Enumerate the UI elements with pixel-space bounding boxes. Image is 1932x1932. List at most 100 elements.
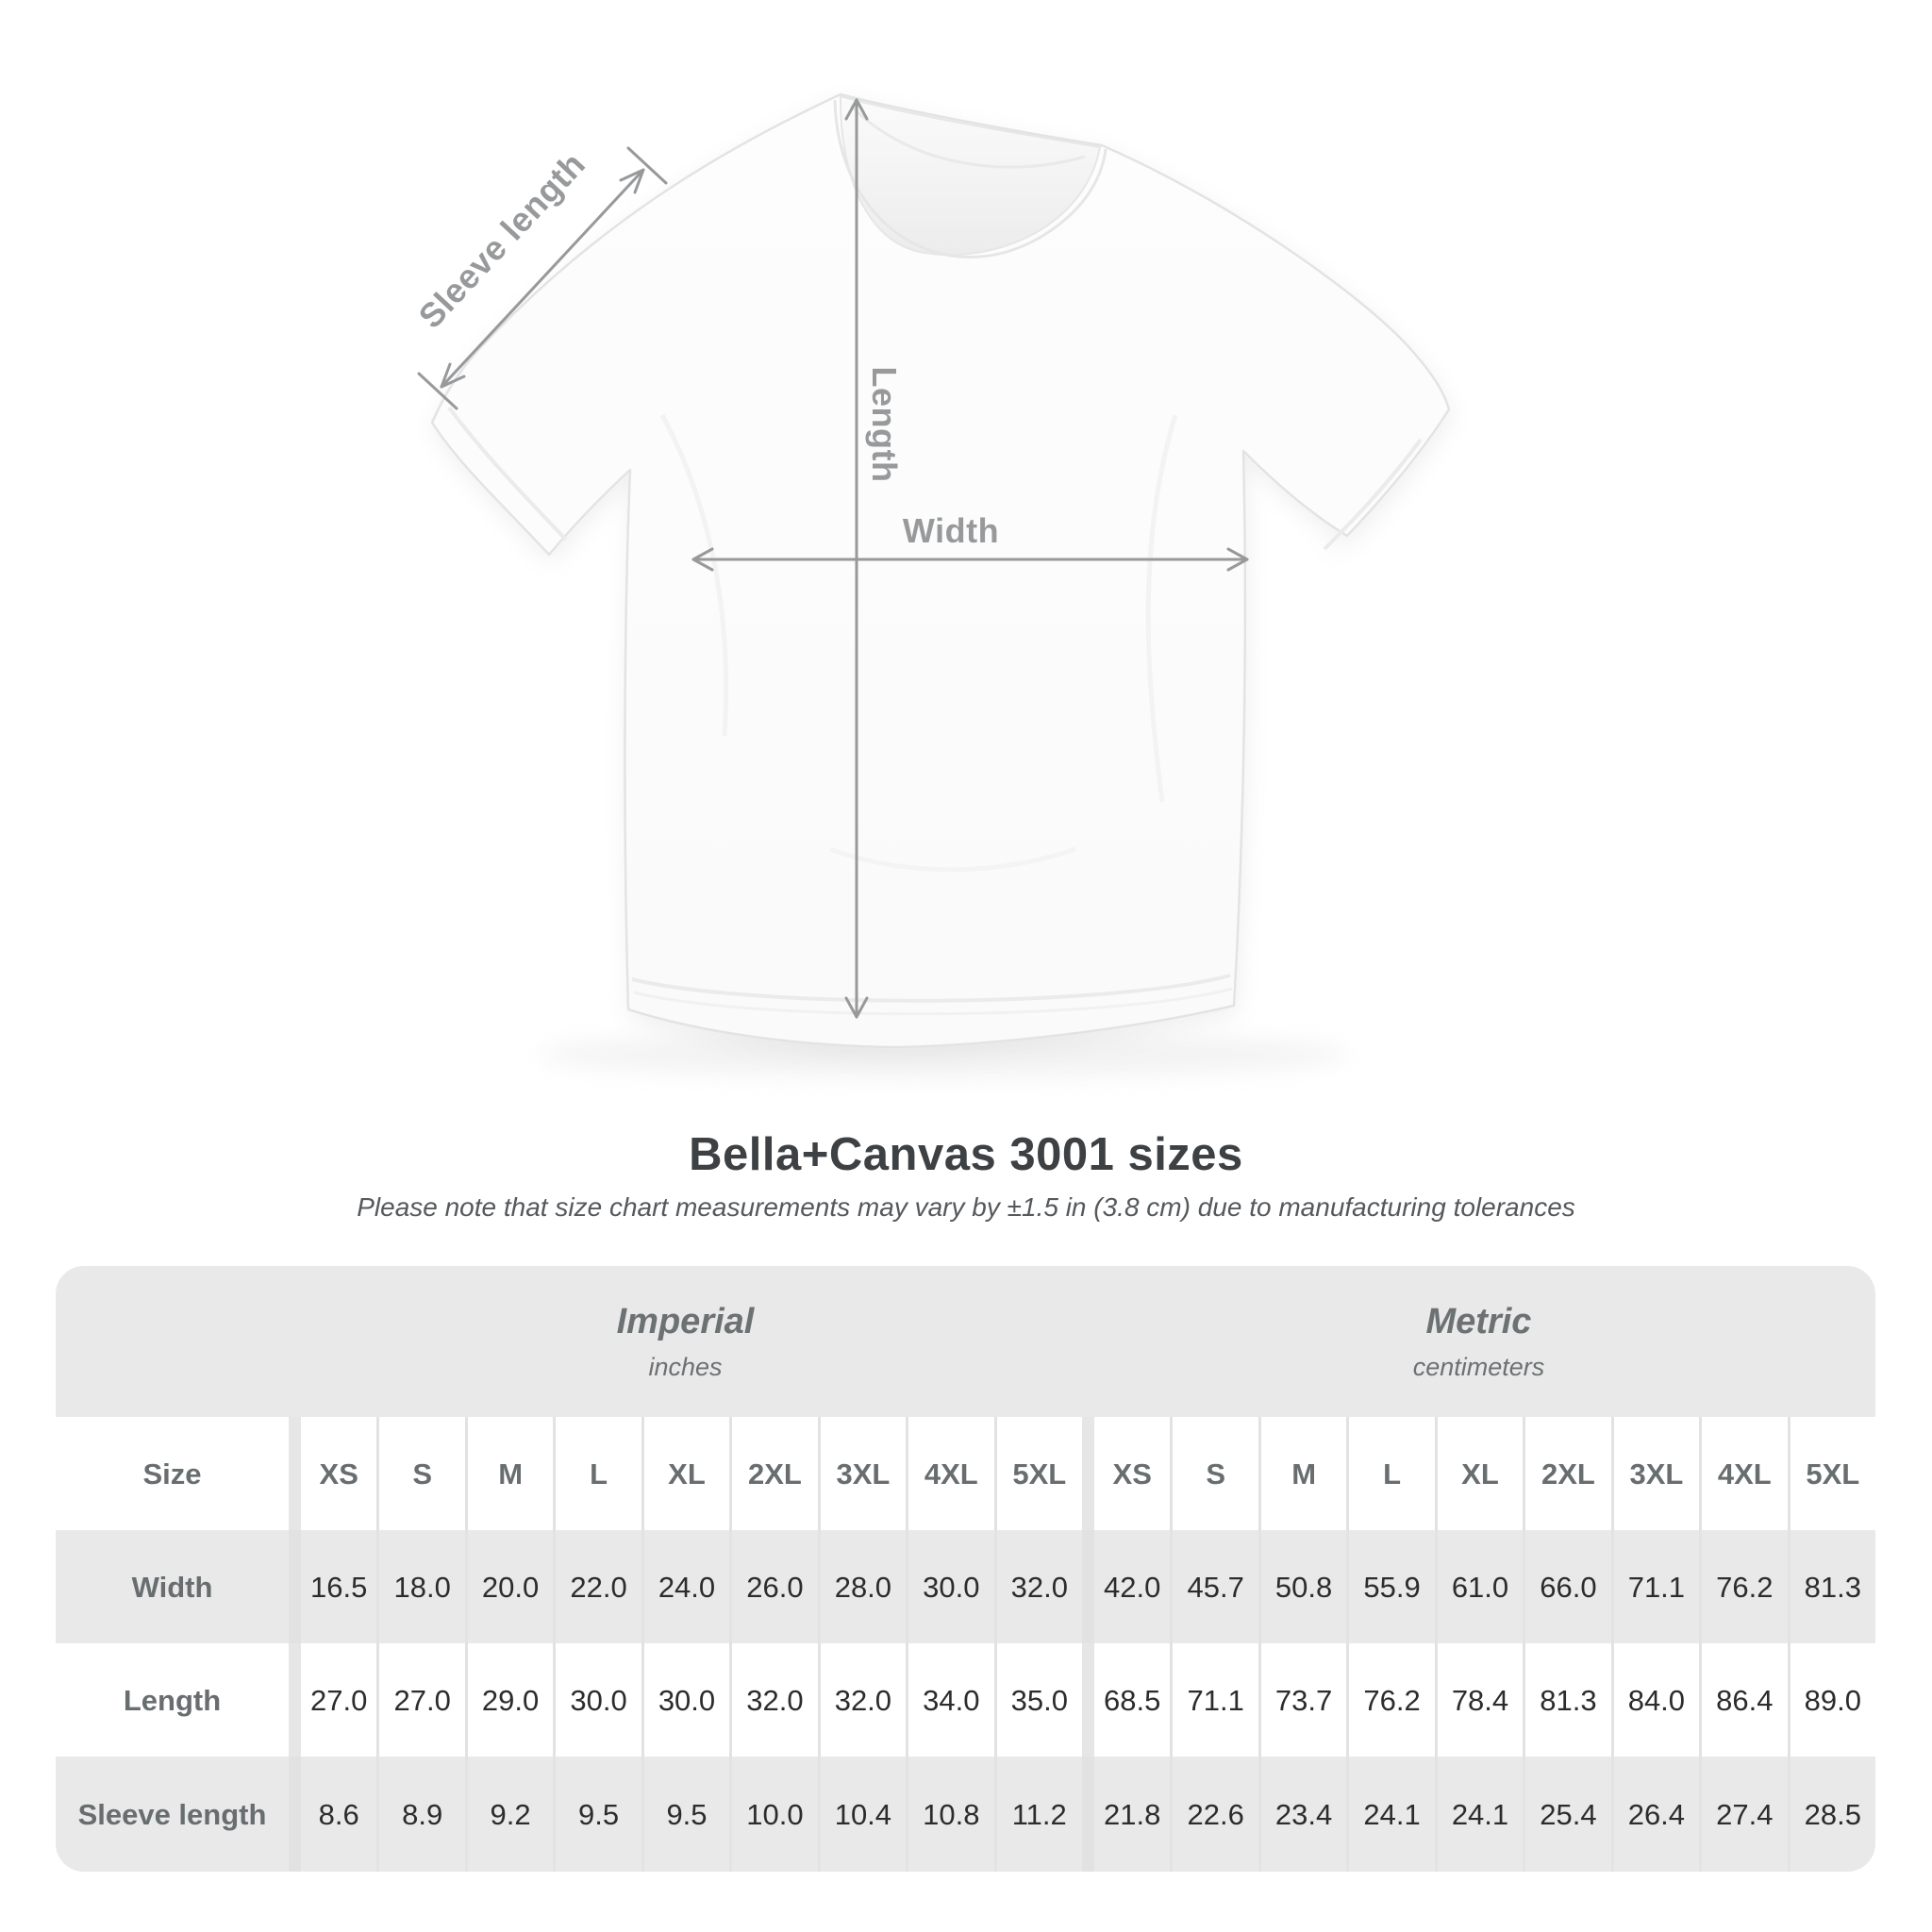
value-cell: 18.0 (376, 1530, 465, 1643)
value-cell: 34.0 (906, 1643, 994, 1757)
value-cell: 9.5 (553, 1757, 641, 1872)
group-header-metric: Metric centimeters (1082, 1266, 1875, 1417)
value-cell: 68.5 (1081, 1643, 1171, 1757)
value-cell: 30.0 (553, 1643, 641, 1757)
value-cell: 86.4 (1699, 1643, 1788, 1757)
value-cell: 27.0 (289, 1643, 377, 1757)
group-header-imperial: Imperial inches (289, 1266, 1082, 1417)
size-header-cell: S (376, 1417, 465, 1530)
value-cell: 76.2 (1699, 1530, 1788, 1643)
group-label: Metric (1425, 1301, 1532, 1341)
page-title: Bella+Canvas 3001 sizes (689, 1129, 1243, 1180)
value-cell: 50.8 (1257, 1530, 1347, 1643)
value-cell: 78.4 (1434, 1643, 1524, 1757)
row-label: Width (56, 1530, 289, 1643)
value-cell: 10.0 (729, 1757, 818, 1872)
value-cell: 8.9 (376, 1757, 465, 1872)
value-cell: 84.0 (1610, 1643, 1700, 1757)
value-cell: 28.0 (817, 1530, 907, 1643)
tshirt-measurement-diagram: Sleeve length Length Width (411, 92, 1451, 1077)
size-chart-table: Imperial inches Metric centimeters Size XS S M L… (56, 1266, 1875, 1872)
size-header-cell: L (553, 1417, 641, 1530)
value-cell: 27.4 (1699, 1757, 1788, 1872)
value-cell: 10.4 (817, 1757, 907, 1872)
value-cell: 20.0 (464, 1530, 554, 1643)
value-cell: 26.0 (729, 1530, 818, 1643)
dimension-annotations (417, 98, 1249, 1019)
size-header-cell: 2XL (729, 1417, 818, 1530)
value-cell: 9.5 (641, 1757, 730, 1872)
width-arrow (691, 547, 1249, 572)
value-cell: 32.0 (729, 1643, 818, 1757)
value-cell: 11.2 (993, 1757, 1082, 1872)
value-cell: 66.0 (1523, 1530, 1611, 1643)
value-cell: 8.6 (289, 1757, 377, 1872)
value-cell: 26.4 (1610, 1757, 1700, 1872)
value-cell: 55.9 (1346, 1530, 1435, 1643)
value-cell: 24.1 (1434, 1757, 1524, 1872)
value-cell: 28.5 (1787, 1757, 1875, 1872)
tee-neck-opening (839, 94, 1102, 257)
size-header-cell: XS (289, 1417, 377, 1530)
value-cell: 16.5 (289, 1530, 377, 1643)
value-cell: 23.4 (1257, 1757, 1347, 1872)
group-unit: centimeters (1412, 1352, 1545, 1381)
size-column-header: Size (56, 1417, 289, 1530)
value-cell: 42.0 (1081, 1530, 1171, 1643)
tee-graphic (430, 92, 1451, 1049)
value-cell: 29.0 (464, 1643, 554, 1757)
size-header-cell: 2XL (1523, 1417, 1611, 1530)
group-header-spacer (56, 1266, 289, 1417)
value-cell: 22.0 (553, 1530, 641, 1643)
value-cell: 32.0 (993, 1530, 1082, 1643)
tee-wrinkle-left (659, 413, 729, 737)
tee-outline (430, 92, 1451, 1049)
tee-hem-stitch-1 (631, 974, 1231, 1003)
value-cell: 71.1 (1170, 1643, 1258, 1757)
page-subtitle: Please note that size chart measurements… (357, 1192, 1575, 1222)
value-cell: 27.0 (376, 1643, 465, 1757)
group-label: Imperial (616, 1301, 755, 1341)
tee-collar-inner-seam (849, 104, 1086, 169)
tee-wrinkle-right (1145, 414, 1178, 803)
size-header-cell: M (464, 1417, 554, 1530)
tee-collar-seam (833, 99, 1108, 258)
value-cell: 32.0 (817, 1643, 907, 1757)
value-cell: 89.0 (1787, 1643, 1875, 1757)
value-cell: 21.8 (1081, 1757, 1171, 1872)
value-cell: 81.3 (1523, 1643, 1611, 1757)
value-cell: 45.7 (1170, 1530, 1258, 1643)
value-cell: 76.2 (1346, 1643, 1435, 1757)
size-header-cell: XS (1081, 1417, 1171, 1530)
value-cell: 81.3 (1787, 1530, 1875, 1643)
tee-ground-shadow (538, 1032, 1349, 1077)
value-cell: 61.0 (1434, 1530, 1524, 1643)
value-cell: 9.2 (464, 1757, 554, 1872)
value-cell: 10.8 (906, 1757, 994, 1872)
sleeve-length-arrow (417, 146, 668, 410)
size-header-cell: 3XL (817, 1417, 907, 1530)
size-header-cell: XL (641, 1417, 730, 1530)
tee-left-sleeve-hem (447, 406, 568, 541)
row-label: Length (56, 1643, 289, 1757)
tee-right-sleeve-hem (1323, 438, 1423, 551)
row-label: Sleeve length (56, 1757, 289, 1872)
value-cell: 22.6 (1170, 1757, 1258, 1872)
size-header-cell: 4XL (906, 1417, 994, 1530)
size-header-cell: 5XL (1787, 1417, 1875, 1530)
tee-hem-stitch-2 (633, 987, 1233, 1016)
value-cell: 30.0 (906, 1530, 994, 1643)
size-header-cell: M (1257, 1417, 1347, 1530)
size-header-cell: 5XL (993, 1417, 1082, 1530)
value-cell: 30.0 (641, 1643, 730, 1757)
value-cell: 35.0 (993, 1643, 1082, 1757)
tee-wrinkle-center (829, 846, 1076, 873)
size-header-cell: XL (1434, 1417, 1524, 1530)
group-unit: inches (648, 1352, 723, 1381)
length-label: Length (865, 367, 904, 483)
width-label: Width (903, 511, 999, 550)
size-header-cell: 3XL (1610, 1417, 1700, 1530)
size-header-cell: L (1346, 1417, 1435, 1530)
value-cell: 24.0 (641, 1530, 730, 1643)
value-cell: 73.7 (1257, 1643, 1347, 1757)
